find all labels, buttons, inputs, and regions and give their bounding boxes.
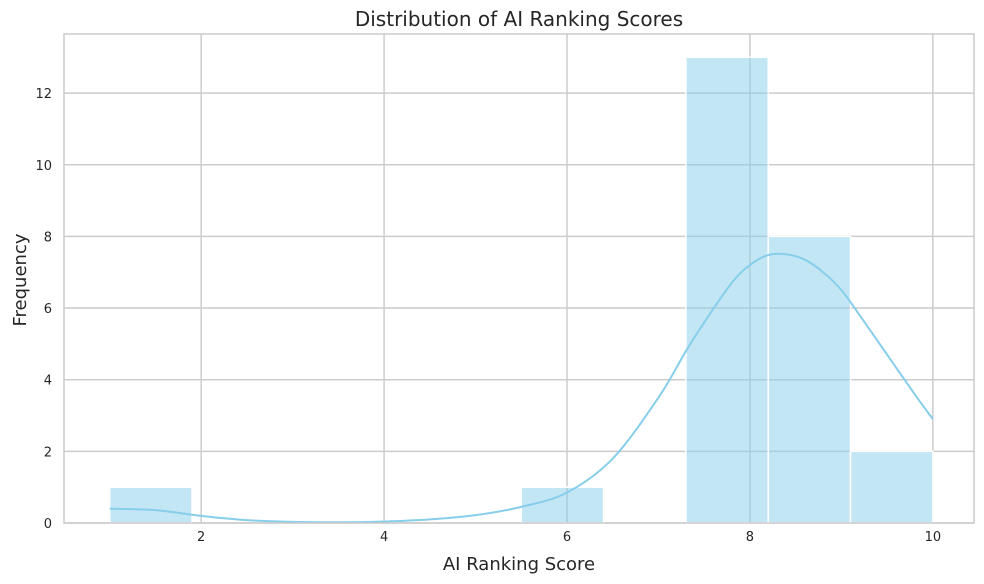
histogram-bar bbox=[849, 450, 934, 524]
y-tick-label: 12 bbox=[35, 87, 52, 102]
histogram-bar bbox=[108, 486, 193, 524]
x-tick-label: 6 bbox=[563, 530, 571, 545]
chart-title: Distribution of AI Ranking Scores bbox=[355, 7, 683, 31]
x-axis-label: AI Ranking Score bbox=[443, 554, 595, 575]
y-tick-label: 6 bbox=[44, 302, 52, 317]
plot-frame bbox=[63, 33, 975, 524]
x-tick-label: 8 bbox=[746, 530, 754, 545]
y-tick-label: 4 bbox=[44, 374, 52, 389]
histogram-bar bbox=[767, 235, 852, 524]
y-tick-labels: 0 2 4 6 8 10 12 bbox=[35, 87, 52, 532]
x-tick-labels: 2 4 6 8 10 bbox=[197, 530, 941, 545]
histogram-bar bbox=[520, 486, 605, 524]
kde-curve bbox=[109, 252, 934, 524]
x-tick-label: 4 bbox=[380, 530, 388, 545]
y-tick-label: 2 bbox=[44, 445, 52, 460]
x-tick-label: 2 bbox=[197, 530, 205, 545]
x-tick-label: 10 bbox=[925, 530, 942, 545]
y-tick-label: 8 bbox=[44, 230, 52, 245]
y-tick-label: 10 bbox=[35, 159, 52, 174]
y-axis-label: Frequency bbox=[10, 233, 31, 326]
y-tick-label: 0 bbox=[44, 517, 52, 532]
